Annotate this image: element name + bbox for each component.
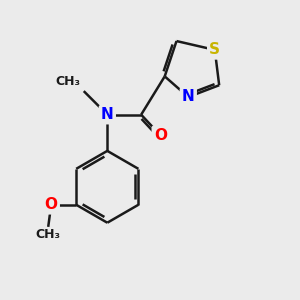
Text: CH₃: CH₃ [36, 228, 61, 241]
Text: CH₃: CH₃ [56, 75, 81, 88]
Text: N: N [101, 107, 114, 122]
Text: O: O [45, 197, 58, 212]
Text: N: N [182, 89, 195, 104]
Text: O: O [154, 128, 167, 143]
Text: S: S [209, 42, 220, 57]
